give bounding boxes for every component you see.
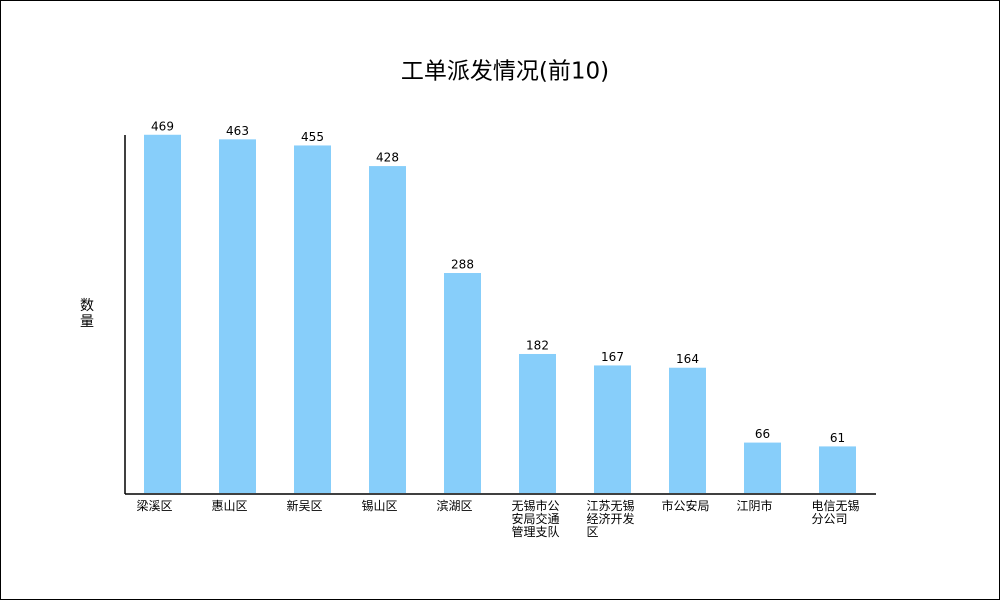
value-label: 61 [830, 431, 845, 445]
bar [219, 139, 256, 493]
y-axis-label: 数量 [80, 298, 94, 330]
value-label: 164 [676, 352, 699, 366]
x-tick-label: 梁溪区 [136, 499, 173, 513]
bar [594, 365, 631, 493]
x-tick-label: 江阴市 [736, 499, 773, 513]
bar [744, 442, 781, 493]
x-tick-label: 无锡市公安局交通管理支队 [511, 499, 560, 539]
x-tick-label: 锡山区 [361, 499, 398, 513]
x-tick-label: 滨湖区 [436, 499, 473, 513]
bar [819, 446, 856, 493]
value-label: 66 [755, 427, 770, 441]
x-tick-label: 电信无锡分公司 [811, 499, 860, 526]
value-label: 469 [151, 119, 174, 133]
value-label: 167 [601, 350, 624, 364]
x-tick-label: 新吴区 [286, 499, 323, 513]
value-label: 288 [451, 258, 474, 272]
chart-title: 工单派发情况(前10) [401, 59, 609, 85]
value-label: 455 [301, 130, 324, 144]
bar [369, 166, 406, 493]
x-tick-label: 市公安局 [661, 499, 710, 513]
x-tick-label: 惠山区 [211, 499, 248, 513]
bar [519, 353, 556, 493]
value-label: 463 [226, 124, 249, 138]
value-label: 182 [526, 338, 549, 352]
value-label: 428 [376, 151, 399, 165]
bar [144, 134, 181, 493]
bar [669, 367, 706, 493]
bar [444, 273, 481, 493]
x-tick-label: 江苏无锡经济开发区 [586, 499, 635, 539]
bar [294, 145, 331, 493]
